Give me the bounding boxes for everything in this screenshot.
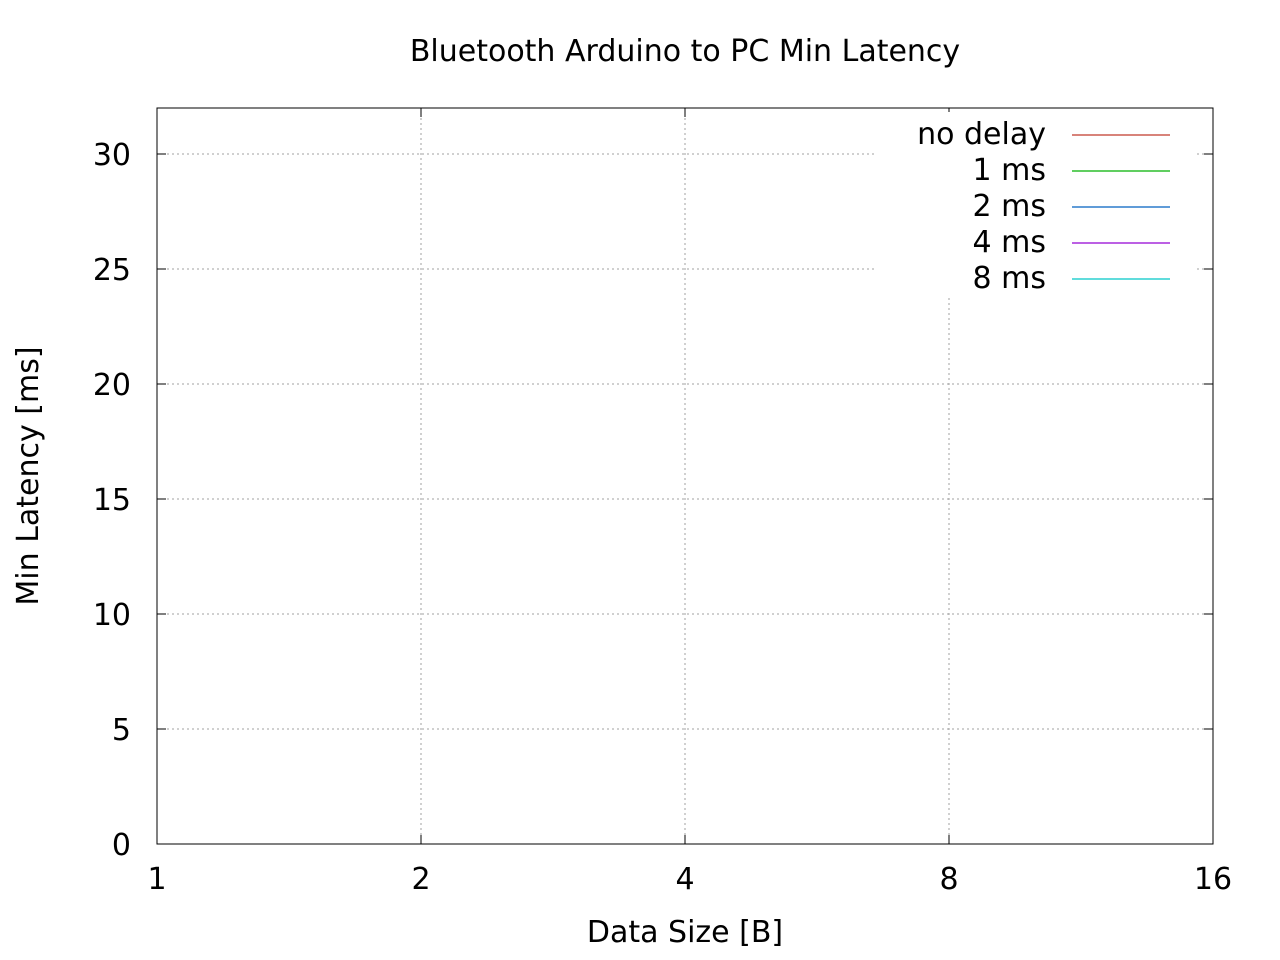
x-tick-label: 1: [147, 862, 166, 897]
y-axis-label: Min Latency [ms]: [11, 346, 46, 605]
x-tick-label: 2: [411, 862, 430, 897]
legend-entry-label: 4 ms: [973, 225, 1046, 260]
y-tick-label: 0: [112, 828, 131, 863]
y-tick-label: 20: [93, 368, 131, 403]
x-tick-label: 8: [939, 862, 958, 897]
legend-entry-label: 2 ms: [973, 189, 1046, 224]
y-tick-label: 10: [93, 598, 131, 633]
x-axis-label: Data Size [B]: [587, 915, 783, 950]
y-tick-labels: 0 5 10 15 20 25 30: [93, 138, 131, 863]
legend-entry-label: no delay: [917, 117, 1046, 152]
legend-entry-label: 8 ms: [973, 261, 1046, 296]
chart-title: Bluetooth Arduino to PC Min Latency: [410, 34, 960, 69]
y-tick-label: 15: [93, 483, 131, 518]
tick-layer: [156, 108, 1214, 845]
x-tick-label: 16: [1194, 862, 1232, 897]
y-tick-label: 25: [93, 253, 131, 288]
x-tick-label: 4: [675, 862, 694, 897]
y-tick-label: 5: [112, 713, 131, 748]
legend-entry-label: 1 ms: [973, 153, 1046, 188]
y-tick-label: 30: [93, 138, 131, 173]
x-tick-labels: 1 2 4 8 16: [147, 862, 1232, 897]
legend-background: [875, 112, 1195, 296]
